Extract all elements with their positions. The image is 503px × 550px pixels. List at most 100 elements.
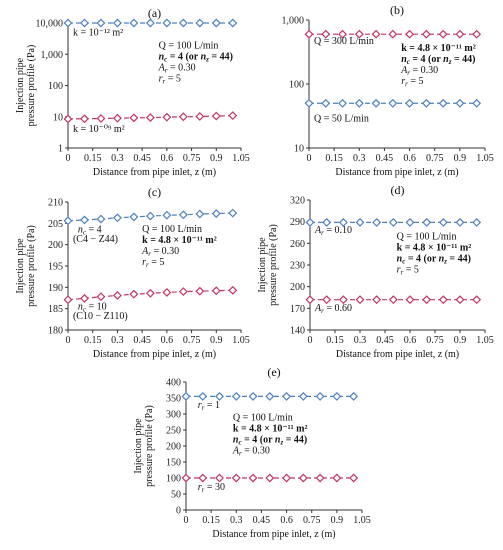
data-point: [112, 113, 122, 123]
data-point: [472, 295, 482, 305]
data-point: [315, 473, 325, 483]
x-axis-title: Distance from pipe inlet, z (m): [93, 349, 216, 360]
parameter-annotation: rr​ = 5: [159, 74, 181, 86]
y-tick-label: 200: [48, 240, 63, 251]
data-point: [231, 473, 241, 483]
data-point: [282, 391, 292, 401]
x-tick-label: 0.15: [202, 515, 220, 526]
x-tick-label: 0.3: [111, 335, 124, 346]
x-axis-title: Distance from pipe inlet, z (m): [335, 167, 458, 178]
x-tick-label: 0: [66, 335, 71, 346]
y-tick-label: 210: [48, 198, 63, 209]
x-tick-label: 0.6: [161, 153, 174, 164]
data-point: [422, 295, 432, 305]
data-point: [178, 112, 188, 122]
data-point: [372, 295, 382, 305]
data-point: [321, 29, 331, 39]
data-point: [228, 111, 238, 121]
series-label: Q = 50 L/min: [314, 113, 369, 124]
data-point: [211, 209, 221, 218]
y-tick-label: 350: [166, 394, 181, 405]
x-tick-label: 0.45: [376, 153, 394, 164]
parameter-annotation: k = 4.8 × 10⁻¹¹ m²: [401, 43, 476, 54]
data-point: [162, 210, 172, 220]
data-point: [112, 213, 122, 223]
y-axis-title: Injection pipepressure profile (Pa): [15, 225, 37, 307]
data-point: [338, 98, 347, 108]
data-point: [228, 18, 238, 28]
data-point: [112, 290, 122, 300]
data-point: [388, 295, 398, 305]
data-point: [422, 217, 432, 227]
data-point: [371, 29, 381, 39]
y-tick-label: 195: [48, 262, 63, 273]
data-point: [215, 473, 224, 483]
data-point: [388, 98, 398, 108]
x-tick-label: 0.3: [111, 153, 124, 164]
x-tick-label: 0.75: [303, 515, 321, 526]
data-point: [332, 391, 342, 401]
data-point: [162, 18, 172, 28]
data-point: [129, 289, 139, 299]
data-point: [96, 214, 106, 224]
data-point: [438, 295, 448, 305]
data-point: [405, 217, 415, 227]
data-point: [145, 211, 155, 221]
chart-panel-c: (c) 180 185 190 195 200 205 210 0 0.15 0.3 0.45 0.6 0…: [15, 185, 250, 360]
data-point: [195, 209, 205, 219]
y-tick-label: 170: [290, 304, 305, 315]
x-tick-label: 1.05: [232, 153, 250, 164]
x-tick-label: 0.3: [230, 515, 243, 526]
parameter-annotation: rr​ = 5: [142, 257, 164, 269]
x-tick-label: 0.15: [84, 153, 102, 164]
data-point: [231, 391, 241, 401]
series-label: rr​ = 1: [198, 400, 220, 412]
x-tick-label: 0.45: [253, 515, 271, 526]
y-tick-label: 150: [166, 458, 181, 469]
x-tick-label: 0.3: [353, 153, 366, 164]
series-label: Q = 300 L/min: [314, 36, 374, 47]
data-point: [338, 29, 347, 39]
y-tick-label: 190: [48, 283, 63, 294]
data-point: [248, 473, 258, 483]
y-tick-label: 1,000: [282, 16, 305, 27]
series-label: (C10 − Z110): [73, 311, 128, 322]
data-point: [63, 114, 73, 124]
y-tick-label: 200: [290, 282, 305, 293]
data-point: [145, 288, 155, 298]
x-tick-label: 0.15: [84, 335, 102, 346]
data-point: [405, 29, 415, 39]
data-point: [129, 212, 139, 222]
data-point: [354, 29, 364, 39]
x-tick-label: 1.05: [232, 335, 250, 346]
data-point: [129, 113, 139, 123]
x-tick-label: 0.75: [183, 153, 201, 164]
data-point: [265, 473, 275, 483]
data-point: [322, 217, 332, 227]
data-point: [181, 473, 191, 483]
y-tick-label: 10,000: [36, 19, 64, 30]
data-point: [96, 18, 106, 28]
data-point: [195, 112, 205, 121]
x-tick-label: 1.05: [476, 335, 494, 346]
y-tick-label: 0: [176, 506, 181, 517]
x-tick-label: 1.05: [353, 515, 371, 526]
data-point: [178, 210, 188, 220]
y-tick-label: 300: [166, 410, 181, 421]
data-point: [338, 295, 348, 305]
parameter-annotation: nc​ = 4 (or nz​ = 44): [401, 54, 475, 66]
parameter-annotation: Q = 100 L/min: [142, 224, 202, 235]
parameter-annotation: nc​ = 4 (or nz​ = 44): [159, 52, 233, 64]
data-point: [472, 98, 482, 108]
y-tick-label: 200: [166, 442, 181, 453]
data-point: [354, 98, 364, 108]
parameter-annotation: Q = 100 L/min: [159, 41, 219, 52]
data-point: [195, 286, 205, 296]
data-point: [215, 391, 224, 401]
series-label: (C4 − Z44): [73, 234, 118, 245]
data-point: [388, 29, 398, 39]
y-tick-label: 100: [48, 81, 63, 92]
data-point: [211, 111, 221, 121]
y-tick-label: 185: [48, 304, 63, 315]
